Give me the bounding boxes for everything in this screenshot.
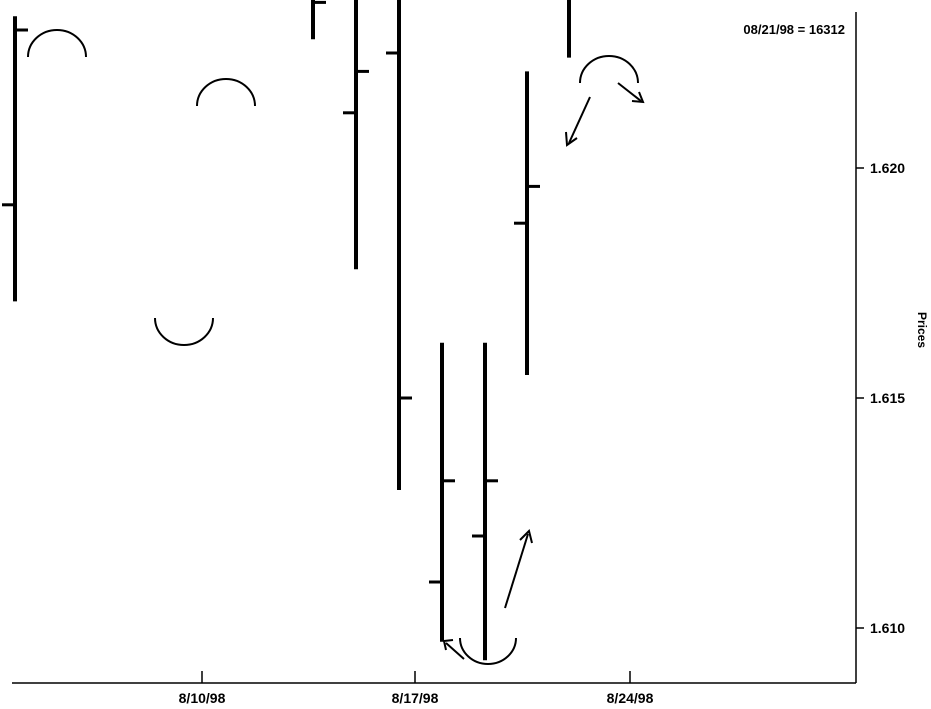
ohlc-bar xyxy=(567,0,571,58)
arrow-shaft-4 xyxy=(617,82,642,102)
arrow-head-2 xyxy=(519,529,533,544)
price-bars xyxy=(2,0,571,661)
x-tick-label: 8/10/98 xyxy=(179,690,226,706)
pattern-annotations xyxy=(27,29,645,665)
arrow-shaft-3 xyxy=(568,96,591,144)
ohlc-bar xyxy=(2,16,28,302)
ohlc-bar xyxy=(514,71,540,375)
arrow-head-3 xyxy=(565,131,578,147)
x-tick-label: 8/24/98 xyxy=(607,690,654,706)
y-tick-label: 1.620 xyxy=(870,160,905,176)
ohlc-bar xyxy=(311,0,326,40)
arrow-head-4 xyxy=(631,91,645,104)
ohlc-bar xyxy=(429,342,455,642)
axes xyxy=(12,12,857,684)
annotation-arc-top-2 xyxy=(196,78,256,107)
arrow-shaft-2 xyxy=(504,533,529,609)
ohlc-bar xyxy=(343,0,369,270)
annotation-arc-top-3 xyxy=(579,55,639,84)
y-tick-label: 1.610 xyxy=(870,620,905,636)
ohlc-bar xyxy=(386,0,412,490)
y-axis-label: Prices xyxy=(915,312,929,348)
chart-header-note: 08/21/98 = 16312 xyxy=(743,22,845,37)
annotation-arc-top-1 xyxy=(27,29,87,58)
x-ticks: 8/10/98 8/17/98 8/24/98 xyxy=(179,671,654,706)
annotation-arc-bottom-1 xyxy=(154,317,214,346)
y-tick-label: 1.615 xyxy=(870,390,905,406)
arrow-shaft-1 xyxy=(445,642,465,660)
arrow-head-1 xyxy=(442,639,454,651)
x-tick-label: 8/17/98 xyxy=(392,690,439,706)
ohlc-bar xyxy=(472,342,498,661)
annotation-arc-bottom-2 xyxy=(459,637,517,665)
